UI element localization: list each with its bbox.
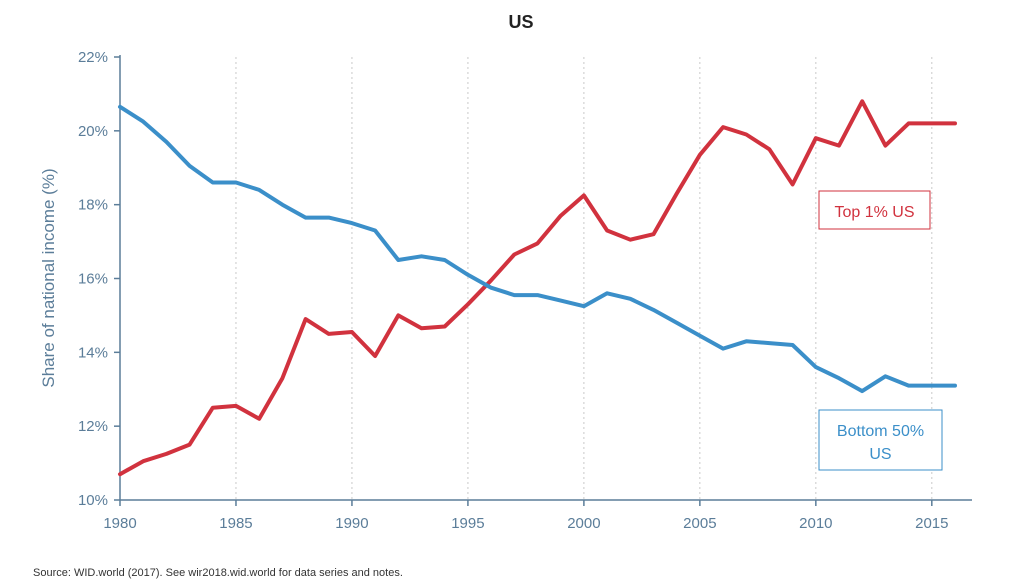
label-bottom-50-box: Bottom 50% US — [818, 409, 943, 471]
y-tick-label-20: 20% — [78, 123, 108, 140]
y-tick-label-12: 12% — [78, 418, 108, 435]
chart-title: US — [508, 12, 533, 32]
y-tick-label-16: 16% — [78, 271, 108, 288]
y-tick-label-14: 14% — [78, 344, 108, 361]
x-tick-label-2015: 2015 — [915, 515, 948, 532]
x-tick-label-2000: 2000 — [567, 515, 600, 532]
y-axis-label: Share of national income (%) — [39, 168, 58, 387]
x-tick-label-1985: 1985 — [219, 515, 252, 532]
y-tick-label-22: 22% — [78, 49, 108, 66]
label-bottom-50-border — [818, 409, 943, 471]
x-tick-label-1995: 1995 — [451, 515, 484, 532]
label-top-1-box: Top 1% US — [818, 190, 931, 230]
label-bottom-50-line2: US — [869, 446, 891, 463]
label-top-1-text: Top 1% US — [834, 204, 914, 221]
x-tick-label-1990: 1990 — [335, 515, 368, 532]
gridlines — [235, 57, 933, 500]
x-tick-label-2010: 2010 — [799, 515, 832, 532]
axes — [114, 55, 972, 506]
x-tick-label-1980: 1980 — [103, 515, 136, 532]
series-lines — [118, 99, 957, 477]
label-bottom-50-line1: Bottom 50% — [837, 423, 924, 440]
y-tick-label-10: 10% — [78, 492, 108, 509]
x-tick-labels: 1980 1985 1990 1995 2000 2005 2010 2015 — [103, 515, 948, 532]
y-tick-labels: 10% 12% 14% 16% 18% 20% 22% — [78, 49, 108, 509]
y-tick-label-18: 18% — [78, 197, 108, 214]
series-line-top-1 — [118, 99, 957, 477]
source-note: Source: WID.world (2017). See wir2018.wi… — [33, 567, 403, 579]
x-tick-label-2005: 2005 — [683, 515, 716, 532]
series-line-bottom-50 — [118, 104, 957, 394]
label-top-1-border — [818, 190, 931, 230]
